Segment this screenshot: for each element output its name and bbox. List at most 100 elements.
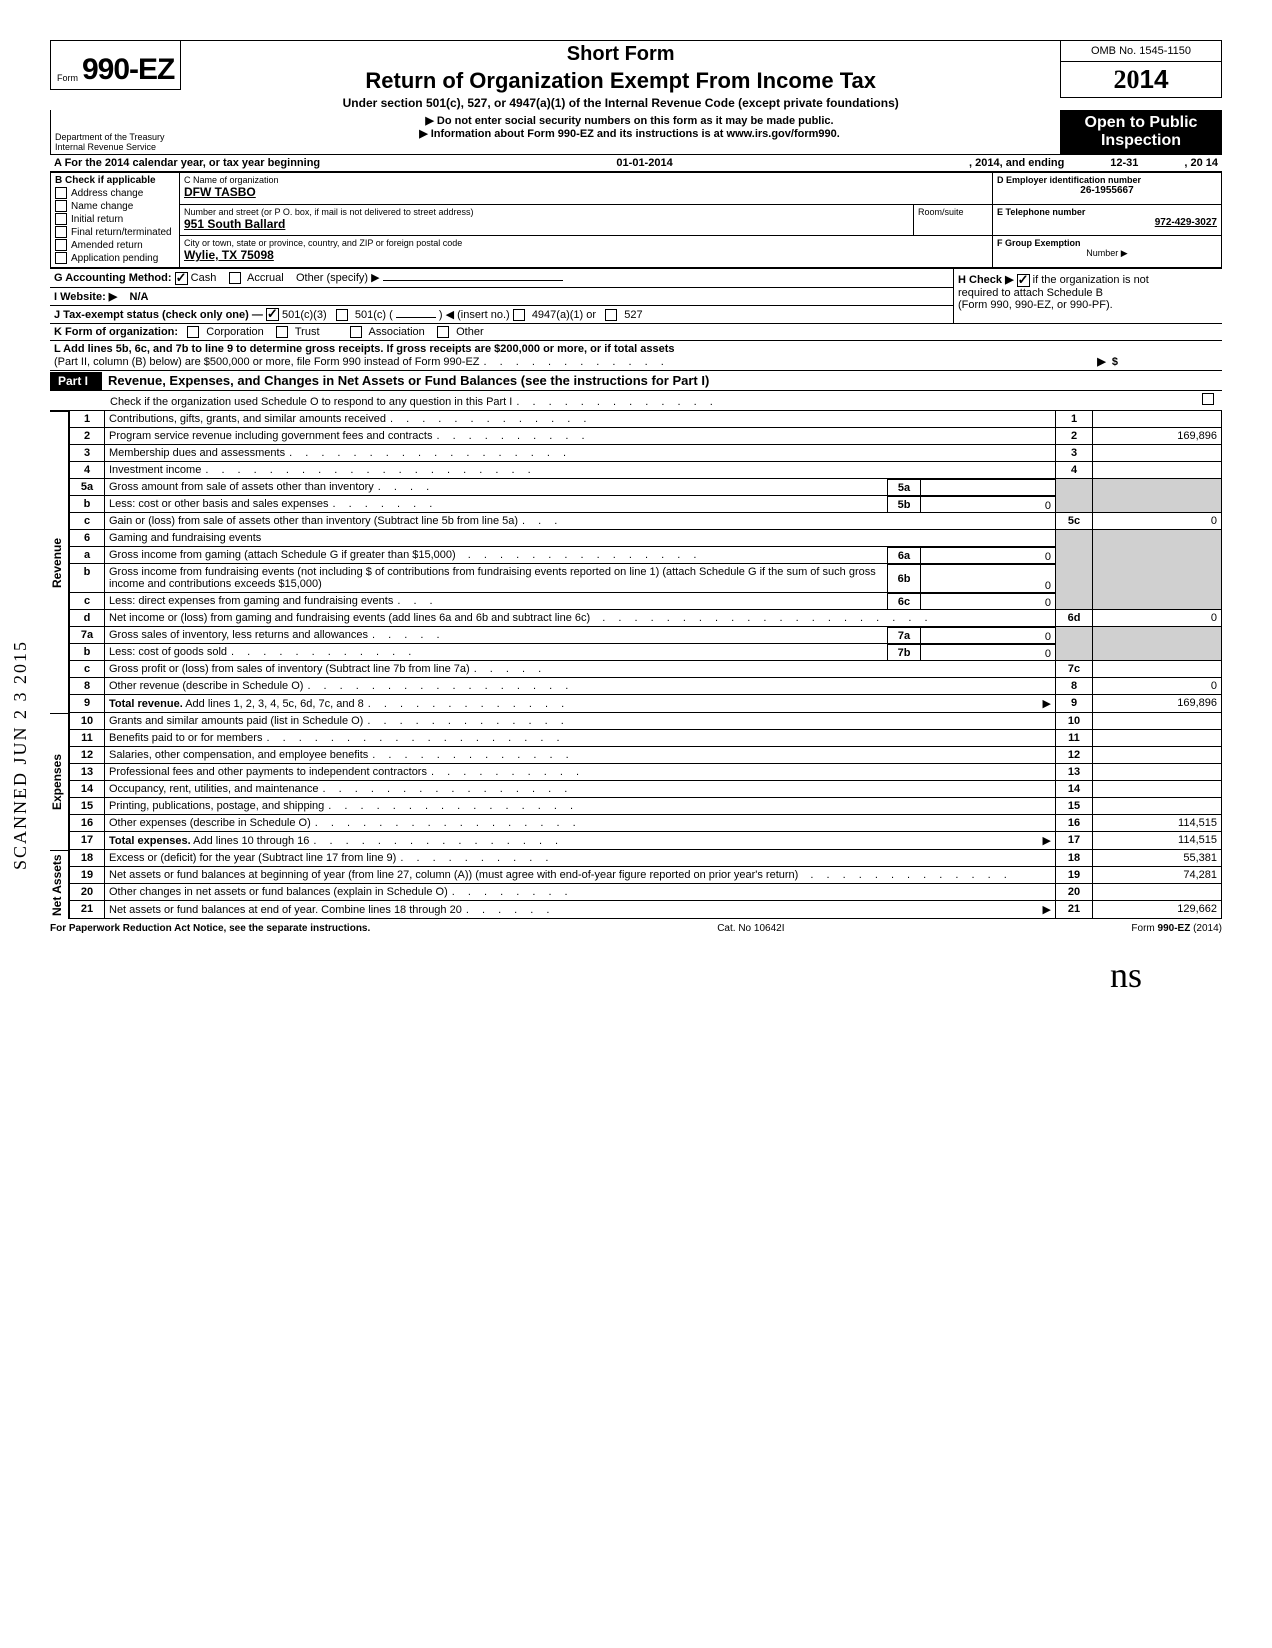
ssn-warning: ▶ Do not enter social security numbers o… (203, 114, 1056, 127)
line-15: 15Printing, publications, postage, and s… (70, 798, 1222, 815)
line-1-val (1093, 411, 1222, 428)
line-4: 4 Investment income. . . . . . . . . . .… (70, 462, 1222, 479)
line-15-val (1093, 798, 1222, 815)
chk-assoc[interactable] (350, 326, 362, 338)
line-6-desc: Gaming and fundraising events (105, 530, 1056, 547)
chk-trust[interactable] (276, 326, 288, 338)
chk-initial-return[interactable] (55, 213, 67, 225)
chk-final-return[interactable] (55, 226, 67, 238)
part1-title: Revenue, Expenses, and Changes in Net As… (102, 371, 1222, 390)
chk-cash[interactable] (175, 272, 188, 285)
tax-year: 2014 (1061, 62, 1221, 97)
chk-corp[interactable] (187, 326, 199, 338)
chk-501c[interactable] (336, 309, 348, 321)
line-16: 16 Other expenses (describe in Schedule O… (70, 815, 1222, 832)
footer-mid: Cat. No 10642I (717, 923, 784, 934)
line-3-box: 3 (1056, 445, 1093, 462)
chk-527[interactable] (605, 309, 617, 321)
h-text3: (Form 990, 990-EZ, or 990-PF). (958, 299, 1113, 311)
line-8: 8 Other revenue (describe in Schedule O)… (70, 678, 1222, 695)
line-a-begin: 01-01-2014 (320, 157, 969, 169)
line-5b-sub: 5b (887, 496, 920, 512)
j-insert: ) ◀ (insert no.) (439, 309, 510, 321)
chk-other-org[interactable] (437, 326, 449, 338)
h-label: H Check ▶ (958, 274, 1014, 286)
line-21-val: 129,662 (1093, 901, 1222, 919)
b-item-1: Name change (71, 201, 133, 212)
line-16-box: 16 (1056, 815, 1093, 832)
chk-4947[interactable] (513, 309, 525, 321)
l-text1: L Add lines 5b, 6c, and 7b to line 9 to … (54, 343, 675, 355)
line-5a-subval (920, 479, 1055, 495)
section-f: F Group Exemption Number ▶ (993, 236, 1222, 268)
chk-schedule-b[interactable] (1017, 274, 1030, 287)
line-5a-desc: Gross amount from sale of assets other t… (109, 481, 374, 493)
d-value: 26-1955667 (997, 185, 1217, 196)
line-4-val (1093, 462, 1222, 479)
line-6-num: 6 (70, 530, 105, 547)
signature: ns (50, 954, 1222, 996)
line-21-arrow: ▶ (1043, 903, 1051, 916)
line-10-val (1093, 713, 1222, 730)
line-5c-num: c (70, 513, 105, 530)
b-item-0: Address change (71, 188, 143, 199)
i-value: N/A (130, 291, 149, 303)
line-5b-subval: 0 (920, 496, 1055, 512)
chk-schedule-o-part1[interactable] (1202, 393, 1214, 405)
line-18-num: 18 (70, 850, 105, 867)
main-title: Return of Organization Exempt From Incom… (189, 68, 1052, 94)
instructions-block: ▶ Do not enter social security numbers o… (199, 110, 1060, 154)
line-6c-sub: 6c (887, 593, 920, 609)
chk-amended[interactable] (55, 239, 67, 251)
chk-accrual[interactable] (229, 272, 241, 284)
line-6a-num: a (70, 547, 105, 564)
g-label: G Accounting Method: (54, 272, 172, 284)
city-value: Wylie, TX 75098 (184, 248, 988, 262)
line-13-num: 13 (70, 764, 105, 781)
line-6b-desc: Gross income from fundraising events (no… (109, 566, 876, 590)
line-a-end: 12-31 (1064, 157, 1184, 169)
line-7a: 7a Gross sales of inventory, less return… (70, 627, 1222, 644)
line-12-val (1093, 747, 1222, 764)
line-17-val: 114,515 (1093, 832, 1222, 850)
line-8-desc: Other revenue (describe in Schedule O) (109, 680, 303, 692)
line-20-val (1093, 884, 1222, 901)
line-7c-val (1093, 661, 1222, 678)
line-11-val (1093, 730, 1222, 747)
g-other: Other (specify) ▶ (296, 272, 380, 284)
line-7ab-grey-val (1093, 627, 1222, 661)
line-17-num: 17 (70, 832, 105, 850)
line-6d: d Net income or (loss) from gaming and f… (70, 610, 1222, 627)
g-cash: Cash (191, 272, 217, 284)
chk-name-change[interactable] (55, 200, 67, 212)
netassets-side-label: Net Assets (50, 850, 69, 919)
line-5a: 5a Gross amount from sale of assets othe… (70, 479, 1222, 496)
line-6d-num: d (70, 610, 105, 627)
line-6c: c Less: direct expenses from gaming and … (70, 593, 1222, 610)
line-6a-desc: Gross income from gaming (attach Schedul… (109, 549, 456, 561)
form-number-block: Form 990-EZ (50, 40, 181, 90)
b-item-5: Application pending (71, 253, 158, 264)
line-16-desc: Other expenses (describe in Schedule O) (109, 817, 311, 829)
revenue-table: 1 Contributions, gifts, grants, and simi… (69, 411, 1222, 713)
line-4-desc: Investment income (109, 464, 201, 476)
line-g: G Accounting Method: Cash Accrual Other … (50, 268, 953, 287)
line-18-val: 55,381 (1093, 850, 1222, 867)
header-table: B Check if applicable Address change Nam… (50, 172, 1222, 268)
line-21-num: 21 (70, 901, 105, 919)
scanned-stamp: SCANNED JUN 2 3 2015 (10, 640, 31, 870)
section-e: E Telephone number 972-429-3027 (993, 204, 1222, 236)
chk-address-change[interactable] (55, 187, 67, 199)
open-public-box: Open to Public Inspection (1060, 110, 1222, 154)
line-12: 12Salaries, other compensation, and empl… (70, 747, 1222, 764)
chk-app-pending[interactable] (55, 252, 67, 264)
line-7a-subval: 0 (920, 627, 1055, 643)
line-j: J Tax-exempt status (check only one) — 5… (50, 305, 953, 324)
expenses-table: 10Grants and similar amounts paid (list … (69, 713, 1222, 850)
chk-501c3[interactable] (266, 308, 279, 321)
line-5c: c Gain or (loss) from sale of assets oth… (70, 513, 1222, 530)
open-public-1: Open to Public (1066, 114, 1216, 132)
line-4-num: 4 (70, 462, 105, 479)
line-2-desc: Program service revenue including govern… (109, 430, 432, 442)
line-6a: a Gross income from gaming (attach Sched… (70, 547, 1222, 564)
